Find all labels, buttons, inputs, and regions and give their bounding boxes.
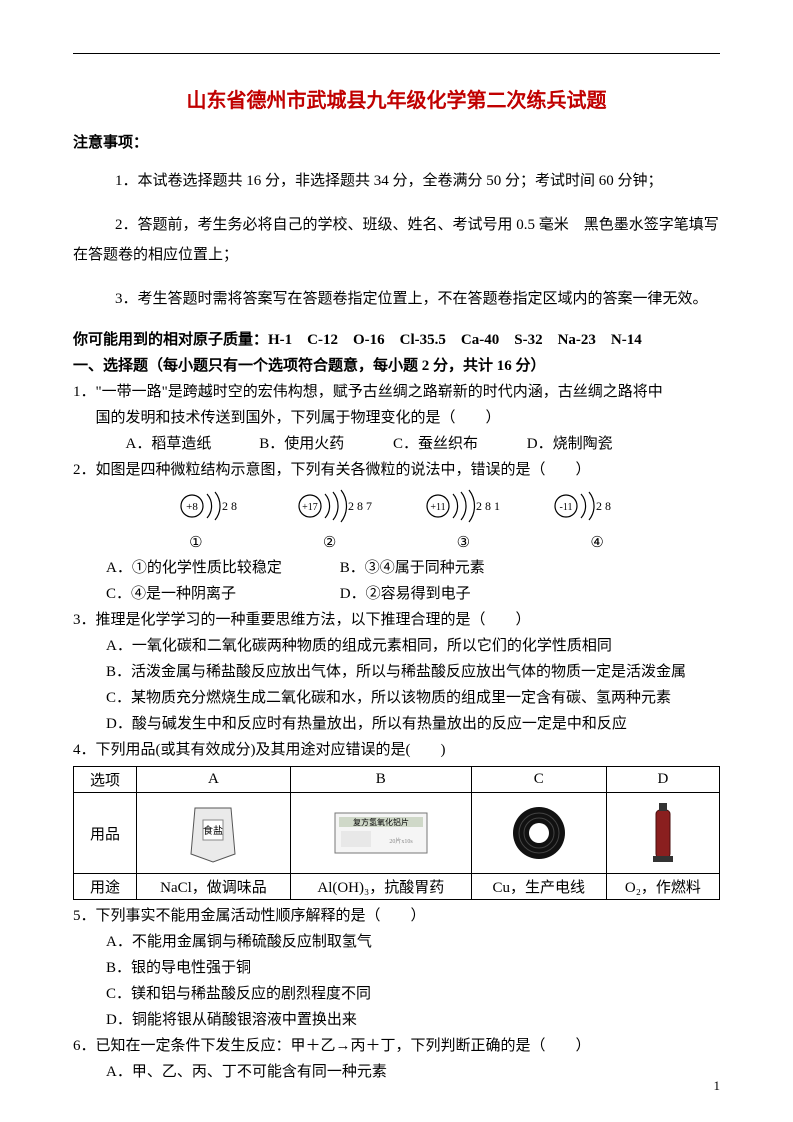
- q3-opt-b: B．活泼金属与稀盐酸反应放出气体，所以与稀盐酸反应放出气体的物质一定是活泼金属: [73, 660, 720, 684]
- atom3-center: +11: [430, 502, 445, 513]
- item-c-cell: [471, 793, 606, 874]
- atom4-center: -11: [559, 502, 572, 513]
- q2-diagram-labels: ① ② ③ ④: [73, 533, 720, 552]
- q2-opt-a: A．①的化学性质比较稳定: [106, 556, 336, 580]
- atom-diagram-3: +11 2 8 1: [421, 486, 501, 531]
- atom-diagram-1: +8 2 8: [175, 486, 245, 531]
- svg-text:复方氢氧化铝片: 复方氢氧化铝片: [353, 817, 409, 827]
- q5-stem: 5．下列事实不能用金属活动性顺序解释的是（ ）: [73, 904, 720, 928]
- q1-opt-c: C．蚕丝织布: [393, 432, 523, 456]
- atomic-masses: 你可能用到的相对原子质量：H-1 C-12 O-16 Cl-35.5 Ca-40…: [73, 328, 720, 352]
- q3-opt-d: D．酸与碱发生中和反应时有热量放出，所以有热量放出的反应一定是中和反应: [73, 712, 720, 736]
- q2-opt-d: D．②容易得到电子: [340, 586, 471, 602]
- svg-text:2 8: 2 8: [222, 499, 237, 513]
- part1-heading: 一、选择题（每小题只有一个选项符合题意，每小题 2 分，共计 16 分）: [73, 354, 720, 378]
- exam-title: 山东省德州市武城县九年级化学第二次练兵试题: [73, 84, 720, 113]
- q2-opt-c: C．④是一种阴离子: [106, 582, 336, 606]
- label-4: ④: [532, 533, 662, 552]
- use-d: O₂，作燃料: [606, 874, 719, 900]
- page-number: 1: [714, 1078, 721, 1094]
- medicine-box-icon: 复方氢氧化铝片 20片x10s: [331, 805, 431, 861]
- use-c: Cu，生产电线: [471, 874, 606, 900]
- notice-3: 3．考生答题时需将答案写在答题卷指定位置上，不在答题卷指定区域内的答案一律无效。: [73, 284, 720, 314]
- q2-opts-row1: A．①的化学性质比较稳定 B．③④属于同种元素: [73, 556, 720, 580]
- th-a: A: [137, 767, 291, 793]
- th-b: B: [290, 767, 471, 793]
- q5-opt-a: A．不能用金属铜与稀硫酸反应制取氢气: [73, 930, 720, 954]
- label-3: ③: [398, 533, 528, 552]
- q5-opt-c: C．镁和铝与稀盐酸反应的剧烈程度不同: [73, 982, 720, 1006]
- q5-opt-d: D．铜能将银从硝酸银溶液中置换出来: [73, 1008, 720, 1032]
- notice-1: 1．本试卷选择题共 16 分，非选择题共 34 分，全卷满分 50 分；考试时间…: [73, 166, 720, 196]
- q3-stem: 3．推理是化学学习的一种重要思维方法，以下推理合理的是（ ）: [73, 608, 720, 632]
- item-b-cell: 复方氢氧化铝片 20片x10s: [290, 793, 471, 874]
- q1-opt-d: D．烧制陶瓷: [527, 432, 657, 456]
- th-option: 选项: [74, 767, 137, 793]
- use-b: Al(OH)₃，抗酸胃药: [290, 874, 471, 900]
- svg-text:2 8 1: 2 8 1: [476, 499, 500, 513]
- q1-options: A．稻草造纸 B．使用火药 C．蚕丝织布 D．烧制陶瓷: [73, 432, 720, 456]
- q4-table: 选项 A B C D 用品 食盐 复方氢氧化铝片 20: [73, 766, 720, 900]
- table-row-item: 用品 食盐 复方氢氧化铝片 20片x10s: [74, 793, 720, 874]
- rule-top: [73, 53, 720, 54]
- q1-stem-line2: 国的发明和技术传送到国外，下列属于物理变化的是（ ）: [73, 406, 720, 430]
- q1-stem-line1: 1．"一带一路"是跨越时空的宏伟构想，赋予古丝绸之路崭新的时代内涵，古丝绸之路将…: [73, 380, 720, 404]
- item-a-cell: 食盐: [137, 793, 291, 874]
- q3-opt-c: C．某物质充分燃烧生成二氧化碳和水，所以该物质的组成里一定含有碳、氢两种元素: [73, 686, 720, 710]
- th-d: D: [606, 767, 719, 793]
- wire-coil-icon: [508, 802, 570, 864]
- q2-opt-b: B．③④属于同种元素: [340, 560, 485, 576]
- q2-opts-row2: C．④是一种阴离子 D．②容易得到电子: [73, 582, 720, 606]
- use-a: NaCl，做调味品: [137, 874, 291, 900]
- row-use-label: 用途: [74, 874, 137, 900]
- exam-page: 山东省德州市武城县九年级化学第二次练兵试题 注意事项： 1．本试卷选择题共 16…: [0, 0, 793, 1122]
- svg-text:2 8: 2 8: [596, 499, 611, 513]
- salt-bag-icon: 食盐: [185, 802, 241, 864]
- notice-heading: 注意事项：: [73, 131, 720, 152]
- q5-opt-b: B．银的导电性强于铜: [73, 956, 720, 980]
- label-2: ②: [265, 533, 395, 552]
- svg-text:食盐: 食盐: [203, 824, 223, 837]
- gas-cylinder-icon: [643, 800, 683, 866]
- table-row-use: 用途 NaCl，做调味品 Al(OH)₃，抗酸胃药 Cu，生产电线 O₂，作燃料: [74, 874, 720, 900]
- q3-opt-a: A．一氧化碳和二氧化碳两种物质的组成元素相同，所以它们的化学性质相同: [73, 634, 720, 658]
- atom1-center: +8: [186, 501, 198, 513]
- svg-text:2 8 7: 2 8 7: [348, 499, 372, 513]
- table-row-head: 选项 A B C D: [74, 767, 720, 793]
- atom2-center: +17: [302, 502, 318, 513]
- atom-diagram-2: +17 2 8 7: [293, 486, 373, 531]
- th-c: C: [471, 767, 606, 793]
- label-1: ①: [131, 533, 261, 552]
- q2-stem: 2．如图是四种微粒结构示意图，下列有关各微粒的说法中，错误的是（ ）: [73, 458, 720, 482]
- row-item-label: 用品: [74, 793, 137, 874]
- q2-diagrams: +8 2 8 +17 2 8 7 +11 2: [73, 486, 720, 531]
- svg-text:20片x10s: 20片x10s: [389, 837, 413, 845]
- q6-stem: 6．已知在一定条件下发生反应：甲＋乙→丙＋丁，下列判断正确的是（ ）: [73, 1034, 720, 1058]
- item-d-cell: [606, 793, 719, 874]
- q1-opt-a: A．稻草造纸: [126, 432, 256, 456]
- atom-diagram-4: -11 2 8: [549, 486, 619, 531]
- notice-2: 2．答题前，考生务必将自己的学校、班级、姓名、考试号用 0.5 毫米 黑色墨水签…: [73, 210, 720, 270]
- q4-stem: 4．下列用品(或其有效成分)及其用途对应错误的是( ): [73, 738, 720, 762]
- q1-opt-b: B．使用火药: [259, 432, 389, 456]
- q6-opt-a: A．甲、乙、丙、丁不可能含有同一种元素: [73, 1060, 720, 1084]
